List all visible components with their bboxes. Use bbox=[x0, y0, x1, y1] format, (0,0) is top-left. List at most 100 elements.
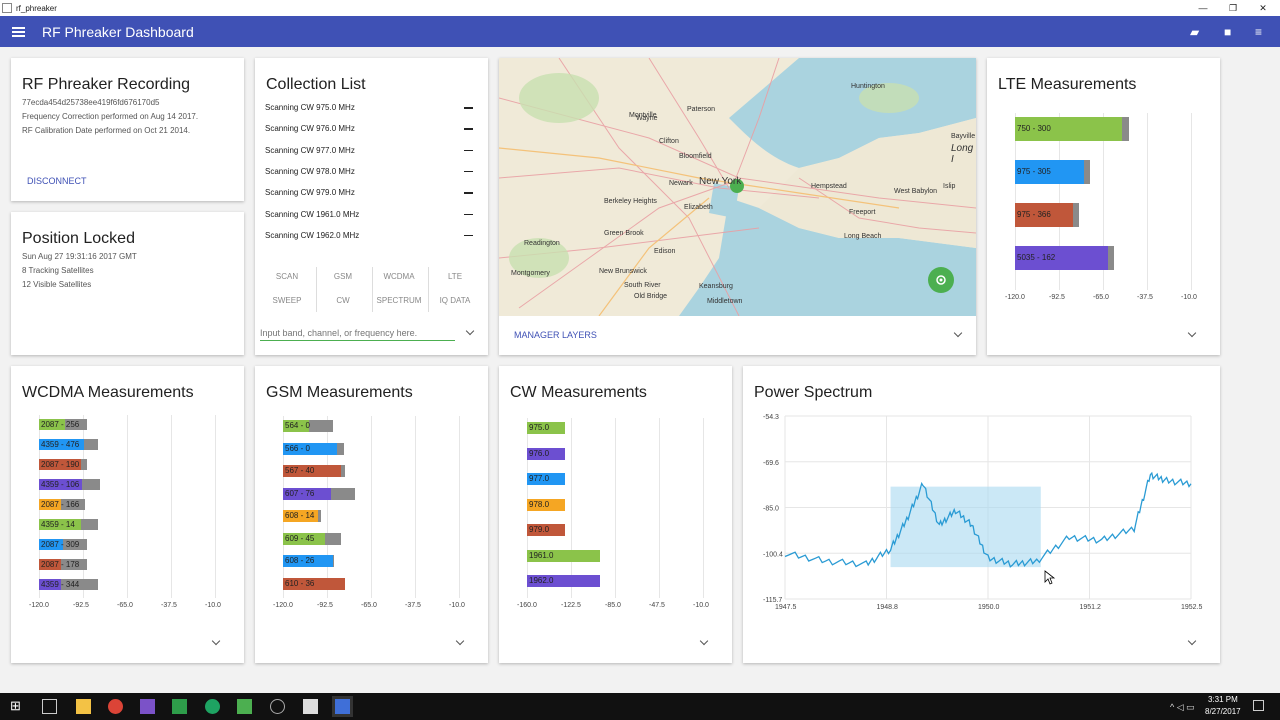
collection-item[interactable]: Scanning CW 979.0 MHz bbox=[265, 188, 475, 209]
bar[interactable]: 2087 - 166 bbox=[39, 499, 79, 510]
bar-label: 610 - 36 bbox=[285, 578, 315, 588]
chevron-down-icon[interactable] bbox=[1187, 328, 1197, 338]
collection-tab[interactable]: SWEEP bbox=[272, 296, 302, 305]
remove-icon[interactable] bbox=[464, 149, 473, 152]
chevron-down-icon[interactable] bbox=[465, 326, 475, 336]
chevron-down-icon[interactable] bbox=[211, 636, 221, 646]
app-icon[interactable] bbox=[270, 699, 285, 714]
rf-phreaker-taskbar-icon[interactable] bbox=[332, 696, 353, 717]
bar[interactable]: 2087 - 178 bbox=[39, 559, 79, 570]
bar[interactable]: 564 - 0 bbox=[283, 420, 310, 432]
task-view-icon[interactable] bbox=[42, 699, 57, 714]
windows-start-icon[interactable]: ⊞ bbox=[10, 698, 21, 713]
collection-tab[interactable]: CW bbox=[336, 296, 350, 305]
minimize-icon[interactable]: — bbox=[1198, 3, 1208, 13]
bar[interactable]: 750 - 300 bbox=[1015, 117, 1123, 141]
bar[interactable]: 567 - 40 bbox=[283, 465, 341, 477]
selection-region[interactable] bbox=[890, 486, 1041, 568]
collection-tab[interactable]: SPECTRUM bbox=[376, 296, 422, 305]
restore-icon[interactable]: ❐ bbox=[1228, 3, 1238, 13]
notifications-icon[interactable] bbox=[1253, 700, 1264, 711]
remove-icon[interactable] bbox=[464, 170, 473, 173]
chevron-down-icon[interactable] bbox=[953, 328, 963, 338]
system-tray-icons[interactable]: ^ ◁ ▭ bbox=[1170, 702, 1195, 712]
bar[interactable]: 975.0 bbox=[527, 422, 565, 434]
clock-time[interactable]: 3:31 PM bbox=[1208, 695, 1238, 704]
collection-item[interactable]: Scanning CW 1961.0 MHz bbox=[265, 210, 475, 231]
notepad-icon[interactable] bbox=[237, 699, 252, 714]
list-icon[interactable]: ≡ bbox=[1255, 25, 1263, 39]
collection-item[interactable]: Scanning CW 978.0 MHz bbox=[265, 167, 475, 188]
visual-studio-icon[interactable] bbox=[140, 699, 155, 714]
bar[interactable]: 5035 - 162 bbox=[1015, 246, 1108, 270]
collection-tab[interactable]: LTE bbox=[447, 272, 463, 281]
bar[interactable]: 2087 - 309 bbox=[39, 539, 79, 550]
bar[interactable]: 4359 - 344 bbox=[39, 579, 79, 590]
bar[interactable]: 608 - 26 bbox=[283, 555, 333, 567]
collection-item[interactable]: Scanning CW 976.0 MHz bbox=[265, 124, 475, 145]
grid-line bbox=[703, 418, 704, 598]
hangouts-icon[interactable] bbox=[205, 699, 220, 714]
bar[interactable]: 610 - 36 bbox=[283, 577, 346, 590]
x-tick-label: 1952.5 bbox=[1181, 604, 1203, 611]
freq-correction-text: Frequency Correction performed on Aug 14… bbox=[22, 112, 199, 121]
menu-icon[interactable] bbox=[12, 26, 25, 37]
bar[interactable]: 977.0 bbox=[527, 473, 565, 485]
bar[interactable]: 976.0 bbox=[527, 447, 565, 460]
bar-label: 979.0 bbox=[529, 525, 550, 534]
bar[interactable]: 609 - 45 bbox=[283, 532, 325, 545]
disconnect-button[interactable]: DISCONNECT bbox=[27, 176, 87, 186]
bar[interactable]: 1961.0 bbox=[527, 549, 600, 562]
bar[interactable]: 2087 - 190 bbox=[39, 459, 81, 470]
remove-icon[interactable] bbox=[464, 234, 473, 237]
collection-tab[interactable]: IQ DATA bbox=[439, 296, 471, 305]
bar[interactable]: 4359 - 106 bbox=[39, 479, 83, 490]
axis-tick-label: -37.5 bbox=[405, 602, 421, 609]
remove-icon[interactable] bbox=[464, 192, 473, 194]
bar[interactable]: 975 - 305 bbox=[1015, 160, 1084, 184]
bar[interactable]: 2087 - 256 bbox=[39, 419, 79, 430]
frequency-input[interactable] bbox=[260, 325, 455, 341]
spectrum-title: Power Spectrum bbox=[754, 384, 873, 401]
bar[interactable]: 1962.0 bbox=[527, 575, 600, 587]
bar[interactable]: 607 - 76 bbox=[283, 487, 331, 500]
remove-icon[interactable] bbox=[464, 107, 473, 109]
folder-icon[interactable]: ▰ bbox=[1190, 25, 1200, 39]
collection-item[interactable]: Scanning CW 977.0 MHz bbox=[265, 146, 475, 167]
collection-tab[interactable]: SCAN bbox=[275, 272, 299, 281]
collection-item[interactable]: Scanning CW 1962.0 MHz bbox=[265, 231, 475, 252]
chevron-down-icon[interactable] bbox=[699, 636, 709, 646]
app-icon[interactable] bbox=[172, 699, 187, 714]
collection-tab[interactable]: WCDMA bbox=[383, 272, 415, 281]
remove-icon[interactable] bbox=[464, 213, 473, 215]
map-place-label: New Brunswick bbox=[599, 268, 647, 275]
axis-tick-label: -65.0 bbox=[1093, 294, 1109, 301]
bar[interactable]: 978.0 bbox=[527, 498, 565, 511]
remove-icon[interactable] bbox=[464, 128, 473, 130]
collection-tab[interactable]: GSM bbox=[333, 272, 353, 281]
bar[interactable]: 566 - 0 bbox=[283, 442, 338, 455]
window-titlebar: rf_phreaker — ❐ ✕ bbox=[0, 0, 1280, 16]
stop-icon[interactable]: ■ bbox=[1224, 25, 1232, 39]
map-view[interactable]: Paterson Huntington Bayville Long I Wayne Mon… bbox=[499, 58, 976, 316]
bar[interactable]: 4359 - 14 bbox=[39, 519, 81, 530]
map-place-label: Wayne bbox=[636, 115, 658, 122]
close-icon[interactable]: ✕ bbox=[1259, 3, 1267, 13]
collection-item[interactable]: Scanning CW 975.0 MHz bbox=[265, 103, 475, 124]
bar[interactable]: 979.0 bbox=[527, 524, 565, 536]
file-explorer-icon[interactable] bbox=[76, 699, 91, 714]
chevron-down-icon[interactable] bbox=[455, 636, 465, 646]
app-icon bbox=[2, 3, 12, 13]
location-marker[interactable] bbox=[730, 179, 744, 193]
tab-divider bbox=[372, 267, 373, 312]
chrome-icon[interactable] bbox=[108, 699, 123, 714]
manager-layers-button[interactable]: MANAGER LAYERS bbox=[514, 330, 597, 340]
map-place-label: South River bbox=[624, 282, 661, 289]
position-card: Position Locked Sun Aug 27 19:31:16 2017… bbox=[11, 212, 244, 355]
bar[interactable]: 4359 - 476 bbox=[39, 439, 84, 450]
clock-date[interactable]: 8/27/2017 bbox=[1205, 707, 1241, 716]
bar[interactable]: 975 - 366 bbox=[1015, 203, 1073, 227]
bar[interactable]: 608 - 14 bbox=[283, 510, 319, 522]
app-icon[interactable] bbox=[303, 699, 318, 714]
